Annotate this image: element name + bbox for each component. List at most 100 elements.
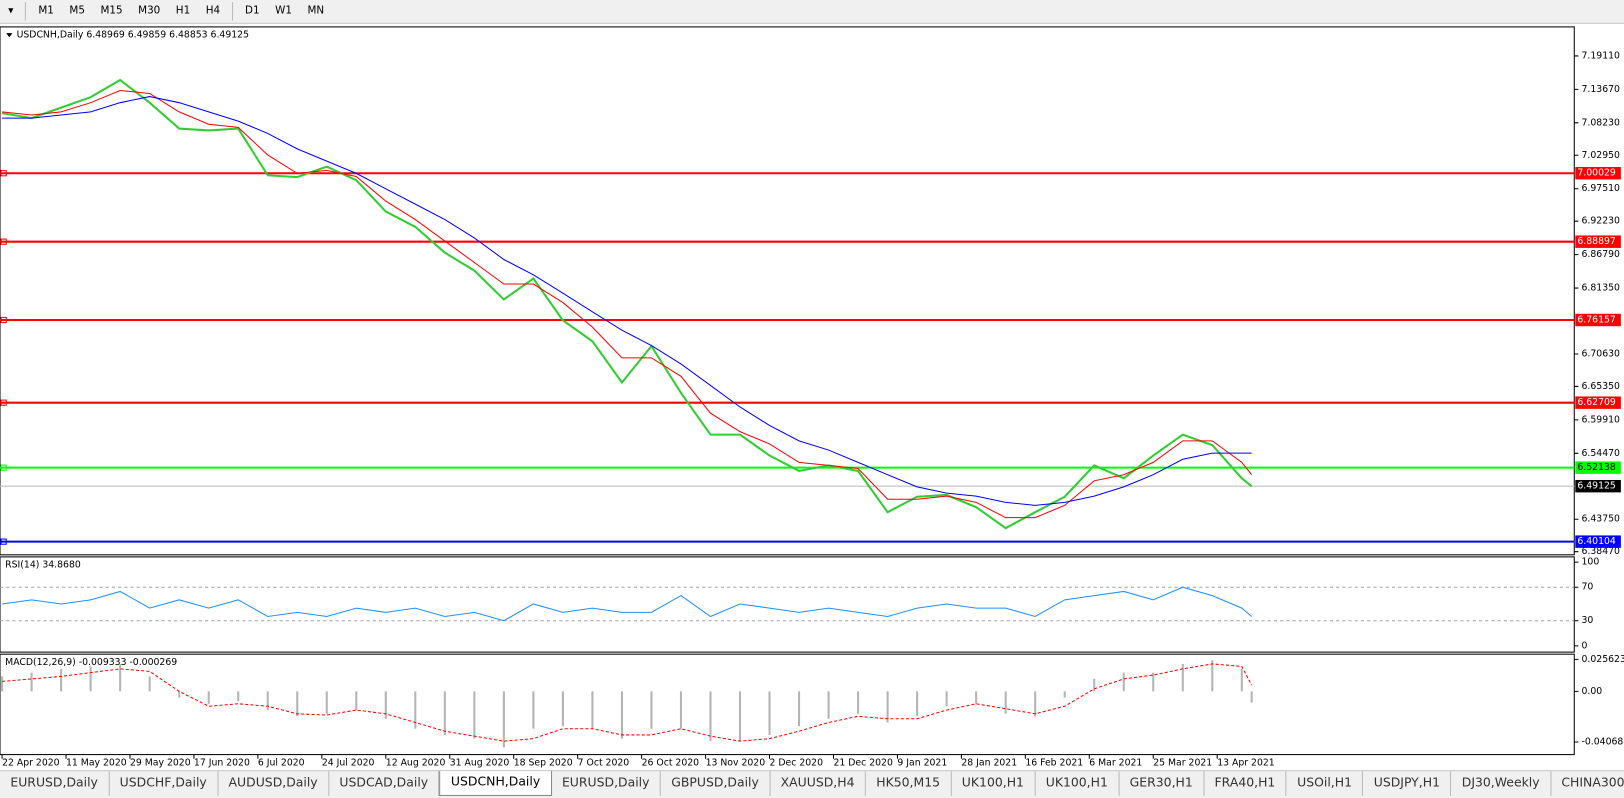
x-tick-label: 24 Jul 2020 (322, 757, 375, 768)
macd-tick-label: -0.040687 (1582, 737, 1624, 748)
timeframe-button[interactable]: H1 (175, 5, 191, 17)
macd-bar (443, 691, 446, 735)
level-label: 6.62709 (1577, 397, 1616, 408)
level-marker (0, 238, 7, 245)
macd-bar (768, 691, 771, 735)
symbol-tabs: EURUSD,Daily USDCHF,Daily AUDUSD,Daily USDC… (0, 770, 1624, 798)
macd-bar (1, 676, 4, 692)
timeframe-button[interactable]: W1 (275, 5, 292, 17)
macd-bar (975, 691, 978, 704)
symbol-tab[interactable]: USDCHF,Daily (109, 771, 219, 796)
symbol-tab[interactable]: EURUSD,Daily (552, 771, 661, 796)
timeframe-button[interactable]: M15 (100, 5, 123, 17)
rsi-tick-label: 100 (1582, 557, 1600, 568)
rsi-line (1, 586, 1252, 622)
timeframe-button[interactable]: D1 (244, 5, 260, 17)
macd-bar (709, 691, 712, 742)
y-tick-label: 7.02950 (1582, 150, 1621, 161)
y-tick-label: 6.54470 (1582, 448, 1621, 459)
level-marker (0, 538, 7, 545)
macd-bar (1211, 660, 1214, 692)
level-label-box (1575, 461, 1621, 474)
macd-bar (148, 676, 151, 692)
x-tick-label: 7 Oct 2020 (578, 757, 630, 768)
level-label: 7.00029 (1577, 168, 1616, 179)
level-label-box (1575, 535, 1621, 548)
macd-bar (296, 691, 299, 717)
x-tick-label: 31 Aug 2020 (450, 757, 510, 768)
menu-icon[interactable]: ▾ (8, 5, 14, 17)
macd-bar (473, 691, 476, 739)
price-line (2, 96, 1252, 506)
level-label: 6.52138 (1577, 462, 1616, 473)
macd-bar (237, 691, 240, 702)
macd-bar (798, 691, 801, 727)
macd-bar (325, 691, 328, 714)
y-tick-label: 7.19110 (1582, 50, 1621, 61)
macd-bar (620, 691, 623, 739)
level-label-box (1575, 235, 1621, 248)
timeframe-button[interactable]: M5 (69, 5, 85, 17)
current-price-box (1575, 479, 1621, 493)
macd-tick-label: 0.025623 (1582, 654, 1624, 665)
symbol-tab[interactable]: AUDUSD,Daily (218, 771, 330, 796)
symbol-tab[interactable]: GER30,H1 (1119, 771, 1205, 796)
y-tick-label: 6.92230 (1582, 216, 1621, 227)
x-tick-label: 18 Sep 2020 (514, 757, 573, 768)
current-price-label: 6.49125 (1577, 481, 1616, 492)
macd-bar (119, 663, 122, 692)
symbol-tab[interactable]: UK100,H1 (1035, 771, 1120, 796)
level-label-box (1575, 396, 1621, 409)
x-tick-label: 22 Apr 2020 (2, 757, 60, 768)
y-tick-label: 6.43750 (1582, 514, 1621, 525)
y-tick-label: 6.59910 (1582, 414, 1621, 425)
symbol-tab[interactable]: USDJPY,H1 (1363, 771, 1452, 796)
x-tick-label: 9 Jan 2021 (897, 757, 947, 768)
macd-bar (1250, 691, 1253, 703)
macd-panel (0, 653, 1575, 756)
y-tick-label: 6.81350 (1582, 283, 1621, 294)
macd-bar (945, 691, 948, 707)
macd-bar (1152, 672, 1155, 692)
x-tick-label: 13 Nov 2020 (706, 757, 766, 768)
timeframe-button[interactable]: M30 (138, 5, 161, 17)
level-marker (0, 170, 7, 177)
symbol-tab[interactable]: USDCAD,Daily (329, 771, 440, 796)
symbol-tab[interactable]: FRA40,H1 (1204, 771, 1287, 796)
macd-bar (30, 672, 33, 692)
timeframe-button[interactable]: H4 (205, 5, 221, 17)
symbol-tab[interactable]: EURUSD,Daily (0, 771, 110, 796)
symbol-tab[interactable]: GBPUSD,Daily (661, 771, 771, 796)
timeframe-button[interactable]: M1 (38, 5, 54, 17)
level-label: 6.88897 (1577, 236, 1616, 247)
price-line (1, 78, 1253, 530)
macd-bar (1240, 668, 1243, 692)
x-tick-label: 28 Jan 2021 (961, 757, 1017, 768)
macd-bar (1034, 691, 1037, 717)
y-tick-label: 6.70630 (1582, 348, 1621, 359)
macd-signal (2, 663, 1253, 742)
symbol-tab[interactable]: XAUUSD,H4 (770, 771, 866, 796)
symbol-tab[interactable]: HK50,M15 (866, 771, 952, 796)
y-tick-label: 7.13670 (1582, 84, 1621, 95)
timeframe-button[interactable]: MN (307, 5, 325, 17)
header-arrow (6, 33, 13, 38)
symbol-tab[interactable]: USOil,H1 (1287, 771, 1364, 796)
rsi-panel (0, 556, 1575, 653)
symbol-tab[interactable]: CHINA300,H1 (1551, 771, 1624, 796)
x-tick-label: 2 Dec 2020 (770, 757, 824, 768)
symbol-tab[interactable]: USDCNH,Daily (439, 771, 552, 796)
symbol-tab[interactable]: DJ30,Weekly (1451, 771, 1552, 796)
macd-bar (886, 691, 889, 723)
macd-bar (916, 691, 919, 717)
macd-bar (1063, 691, 1066, 698)
macd-bar (1122, 672, 1125, 692)
macd-bar (679, 691, 683, 729)
x-tick-label: 6 Mar 2021 (1089, 757, 1142, 768)
symbol-tab[interactable]: UK100,H1 (951, 771, 1036, 796)
level-label-box (1575, 313, 1621, 327)
macd-bar (178, 691, 181, 698)
x-tick-label: 29 May 2020 (130, 757, 191, 768)
